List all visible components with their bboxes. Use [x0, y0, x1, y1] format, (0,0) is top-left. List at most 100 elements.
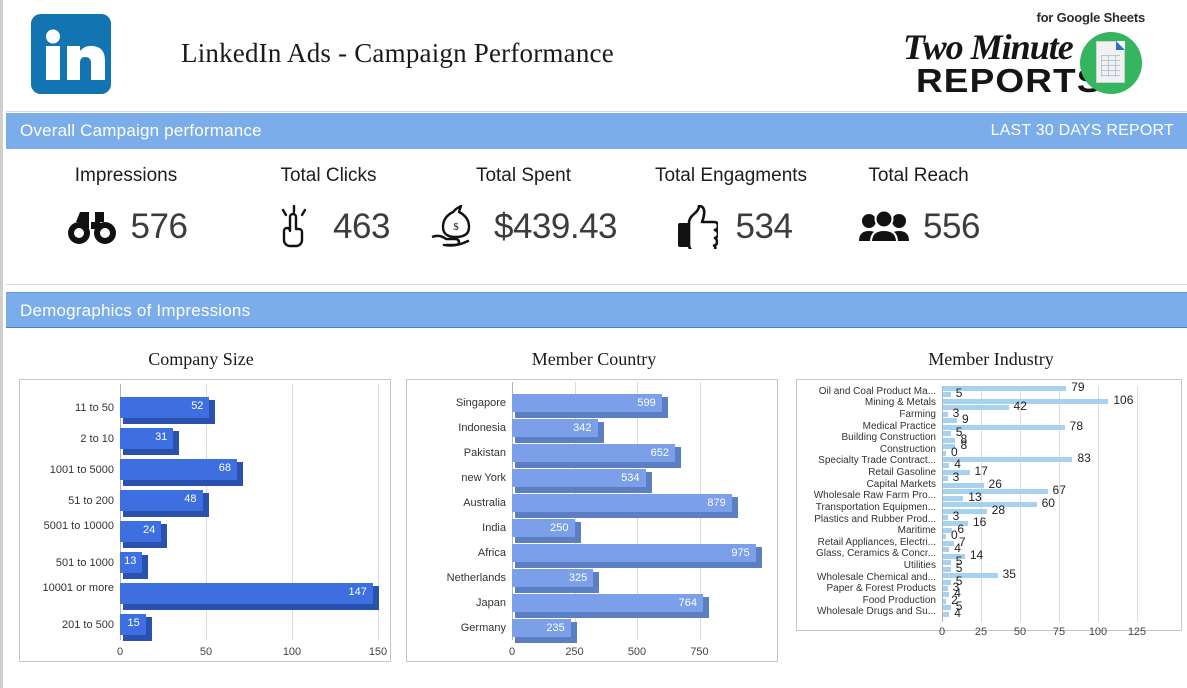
bar[interactable]: 975 [512, 543, 762, 568]
bar-category-label: Singapore [455, 396, 506, 409]
bar[interactable] [943, 444, 956, 450]
bar-value-label: 28 [991, 502, 1006, 517]
chart-plot-company-size[interactable]: 0 50 100 150 11 to 50 52 2 to 10 31 1001 to 5000… [19, 379, 391, 662]
bar[interactable]: 342 [512, 418, 603, 443]
bar[interactable] [943, 527, 953, 533]
bar[interactable] [943, 411, 948, 417]
bar[interactable] [943, 502, 1037, 508]
bar-category-label: Paper & Forest Products [826, 583, 937, 595]
bar-category-label: Wholesale Drugs and Su... [817, 606, 936, 618]
gridline [1137, 386, 1138, 623]
bar[interactable] [943, 456, 1073, 462]
bar-value-label: 60 [1041, 496, 1055, 511]
bar[interactable]: 48 [120, 490, 209, 517]
bar[interactable]: 24 [120, 521, 168, 548]
chart-panel-member-country: Member Country 0 250 500 750 Singapore 599 Ind… [404, 331, 784, 662]
bar[interactable] [943, 424, 1065, 430]
x-axis-tick: 500 [627, 646, 647, 658]
bar[interactable]: 13 [120, 552, 149, 579]
bar[interactable]: 879 [512, 493, 738, 518]
bar[interactable] [943, 521, 968, 527]
chart-plot-member-industry[interactable]: 0 25 50 75 100 125 79 5 106 42 3 9 78 5 8 8 0 83 4 17 3 26 67 1… [796, 379, 1182, 638]
bar[interactable] [943, 566, 951, 572]
bar[interactable]: 31 [120, 428, 180, 455]
x-axis-tick: 100 [282, 646, 302, 658]
bar[interactable] [943, 508, 987, 514]
bar-value-label: 14 [969, 547, 984, 562]
bar-category-label: Pakistan [463, 446, 506, 459]
chart-plot-member-country[interactable]: 0 250 500 750 Singapore 599 Indonesia 342 Pakist… [406, 379, 778, 662]
bar[interactable] [943, 592, 950, 598]
bar[interactable] [943, 534, 946, 540]
bar[interactable] [943, 405, 1009, 411]
bar[interactable] [943, 392, 951, 398]
bar[interactable] [943, 398, 1109, 404]
bar[interactable] [943, 585, 948, 591]
x-axis-tick: 0 [116, 646, 124, 658]
bar-value-label: 652 [650, 446, 669, 459]
bar[interactable] [943, 437, 956, 443]
bar-value-label: 78 [1069, 418, 1084, 433]
bar-value-label: 24 [143, 524, 156, 536]
bar[interactable] [943, 482, 984, 488]
bar[interactable] [943, 418, 958, 424]
bar[interactable] [943, 553, 965, 559]
bar[interactable]: 147 [120, 583, 379, 610]
bar[interactable] [943, 598, 947, 604]
bar-category-label: Utilities [903, 559, 936, 571]
bar[interactable]: 652 [512, 443, 681, 468]
bar[interactable]: 52 [120, 397, 216, 424]
bar-value-label: 3 [952, 509, 960, 523]
bar[interactable]: 599 [512, 393, 668, 418]
bar[interactable]: 764 [512, 593, 709, 618]
bar[interactable] [943, 547, 950, 553]
bar[interactable] [943, 386, 1067, 391]
bar[interactable] [943, 611, 950, 617]
bar[interactable] [943, 540, 954, 546]
bar-value-label: 975 [731, 546, 750, 559]
kpi-total-spent: Total Spent $ $439.43 [431, 165, 618, 249]
bar[interactable] [943, 469, 970, 475]
bar-value-label: 5 [955, 560, 963, 575]
bar[interactable]: 250 [512, 518, 580, 543]
bar[interactable] [943, 560, 951, 566]
bar[interactable] [943, 573, 998, 579]
bar-value-label: 68 [218, 462, 231, 474]
bar-category-label: Retail Gasoline [868, 467, 936, 479]
bar-category-label: Africa [477, 546, 506, 559]
x-axis-tick: 50 [1013, 626, 1027, 639]
bar[interactable] [943, 515, 948, 520]
bar[interactable]: 534 [512, 468, 651, 493]
bar[interactable] [943, 605, 951, 611]
bar-value-label: 5 [955, 573, 963, 588]
thumbs-up-icon [670, 205, 724, 249]
bar[interactable]: 15 [120, 614, 152, 641]
kpi-value: 576 [130, 207, 188, 246]
bar[interactable] [943, 476, 948, 482]
bar-value-label: 879 [707, 496, 726, 509]
bar-category-label: 2 to 10 [80, 432, 114, 445]
brand-name-bold: REPORTS [916, 62, 1103, 99]
bar[interactable]: 235 [512, 618, 577, 643]
report-period-label: LAST 30 DAYS REPORT [990, 122, 1174, 139]
bar-category-label: Australia [463, 496, 506, 509]
bar-value-label: 52 [191, 400, 204, 412]
kpi-impressions: Impressions 576 [46, 165, 206, 249]
gridline [292, 384, 293, 640]
kpi-value: 463 [333, 207, 390, 246]
bar-category-label: 11 to 50 [75, 401, 114, 414]
bar[interactable] [943, 450, 946, 456]
bar-value-label: 147 [348, 586, 367, 598]
bar-category-label: Farming [899, 409, 936, 421]
bar[interactable] [943, 463, 950, 469]
bar-value-label: 42 [1013, 399, 1027, 414]
bar-value-label: 79 [1071, 380, 1085, 394]
bar[interactable] [943, 489, 1048, 495]
bar[interactable] [943, 495, 964, 501]
bar[interactable] [943, 579, 951, 585]
bar[interactable]: 68 [120, 459, 243, 486]
binoculars-icon [65, 205, 119, 249]
bar-value-label: 67 [1052, 483, 1066, 498]
bar[interactable]: 325 [512, 568, 600, 593]
bar[interactable] [943, 431, 951, 437]
